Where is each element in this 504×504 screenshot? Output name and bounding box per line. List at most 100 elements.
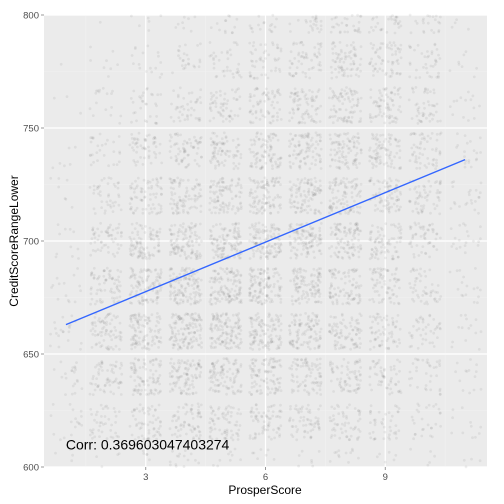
scatter-point bbox=[239, 329, 243, 332]
scatter-point bbox=[146, 437, 149, 441]
scatter-point bbox=[290, 388, 294, 392]
scatter-point bbox=[415, 366, 418, 369]
scatter-point bbox=[264, 344, 268, 347]
scatter-point bbox=[194, 391, 198, 395]
scatter-point bbox=[149, 369, 153, 372]
scatter-point bbox=[118, 337, 122, 341]
scatter-point bbox=[99, 403, 103, 407]
scatter-point bbox=[113, 326, 117, 329]
scatter-point bbox=[175, 454, 179, 458]
scatter-point bbox=[116, 231, 120, 235]
scatter-point bbox=[295, 341, 299, 344]
scatter-point bbox=[174, 332, 178, 336]
scatter-point bbox=[93, 388, 97, 392]
scatter-point bbox=[353, 360, 357, 364]
scatter-point bbox=[262, 193, 266, 197]
scatter-point bbox=[233, 236, 237, 240]
scatter-point bbox=[415, 319, 419, 323]
scatter-point bbox=[150, 328, 153, 332]
scatter-point bbox=[186, 376, 190, 380]
scatter-point bbox=[233, 298, 236, 302]
scatter-point bbox=[395, 320, 399, 323]
scatter-point bbox=[331, 191, 334, 194]
scatter-point bbox=[185, 312, 188, 315]
scatter-point bbox=[180, 248, 184, 252]
scatter-point bbox=[429, 434, 432, 438]
scatter-point bbox=[436, 325, 439, 328]
scatter-point bbox=[385, 314, 389, 318]
scatter-point bbox=[397, 390, 400, 393]
scatter-point bbox=[272, 275, 275, 278]
scatter-point bbox=[356, 438, 359, 441]
scatter-point bbox=[334, 181, 338, 184]
scatter-point bbox=[133, 409, 136, 412]
scatter-point bbox=[430, 426, 433, 430]
scatter-point bbox=[195, 252, 199, 256]
scatter-point bbox=[272, 184, 276, 188]
scatter-point bbox=[213, 367, 217, 371]
scatter-point bbox=[72, 273, 76, 277]
scatter-point bbox=[309, 435, 313, 439]
scatter-point bbox=[224, 312, 228, 316]
scatter-point bbox=[235, 432, 238, 435]
scatter-point bbox=[342, 247, 346, 251]
scatter-point bbox=[331, 371, 334, 374]
scatter-point bbox=[349, 222, 352, 225]
scatter-point bbox=[210, 276, 214, 280]
scatter-point bbox=[469, 358, 472, 361]
scatter-point bbox=[256, 418, 259, 421]
scatter-point bbox=[150, 237, 153, 241]
scatter-point bbox=[408, 370, 412, 374]
scatter-point bbox=[78, 284, 82, 288]
scatter-point bbox=[194, 337, 198, 340]
scatter-point bbox=[305, 361, 309, 365]
scatter-point bbox=[307, 241, 311, 245]
scatter-point bbox=[94, 413, 98, 417]
scatter-point bbox=[120, 372, 124, 376]
scatter-point bbox=[454, 370, 457, 374]
scatter-point bbox=[371, 320, 374, 324]
scatter-point bbox=[376, 336, 380, 339]
scatter-point bbox=[353, 388, 357, 392]
scatter-point bbox=[341, 302, 345, 306]
scatter-point bbox=[114, 414, 118, 418]
scatter-point bbox=[250, 298, 254, 302]
scatter-point bbox=[250, 368, 254, 371]
scatter-point bbox=[274, 387, 278, 391]
scatter-point bbox=[149, 389, 153, 393]
scatter-point bbox=[313, 256, 316, 259]
scatter-point bbox=[290, 390, 294, 394]
scatter-point bbox=[373, 209, 377, 212]
scatter-point bbox=[141, 346, 144, 350]
scatter-point bbox=[376, 257, 380, 261]
scatter-point bbox=[103, 384, 107, 388]
scatter-point bbox=[208, 421, 212, 425]
scatter-point bbox=[145, 453, 149, 456]
scatter-point bbox=[139, 426, 143, 429]
scatter-point bbox=[318, 428, 321, 431]
scatter-point bbox=[274, 177, 278, 181]
scatter-point bbox=[156, 180, 160, 184]
scatter-point bbox=[296, 206, 299, 210]
scatter-point bbox=[368, 432, 372, 435]
scatter-point bbox=[193, 331, 197, 335]
scatter-point bbox=[291, 375, 295, 378]
scatter-point bbox=[198, 359, 201, 362]
scatter-point bbox=[336, 255, 340, 259]
scatter-point bbox=[228, 367, 232, 371]
scatter-point bbox=[292, 380, 295, 383]
scatter-point bbox=[197, 364, 200, 368]
scatter-point bbox=[113, 410, 117, 414]
scatter-point bbox=[105, 323, 108, 326]
scatter-point bbox=[461, 389, 465, 392]
scatter-point bbox=[160, 161, 164, 165]
scatter-point bbox=[476, 244, 480, 247]
scatter-point bbox=[259, 334, 262, 337]
scatter-point bbox=[434, 422, 438, 426]
scatter-point bbox=[219, 373, 222, 377]
scatter-point bbox=[130, 320, 133, 323]
scatter-point bbox=[391, 197, 395, 200]
scatter-point bbox=[107, 345, 110, 349]
scatter-point bbox=[105, 266, 109, 270]
scatter-point bbox=[220, 297, 224, 301]
